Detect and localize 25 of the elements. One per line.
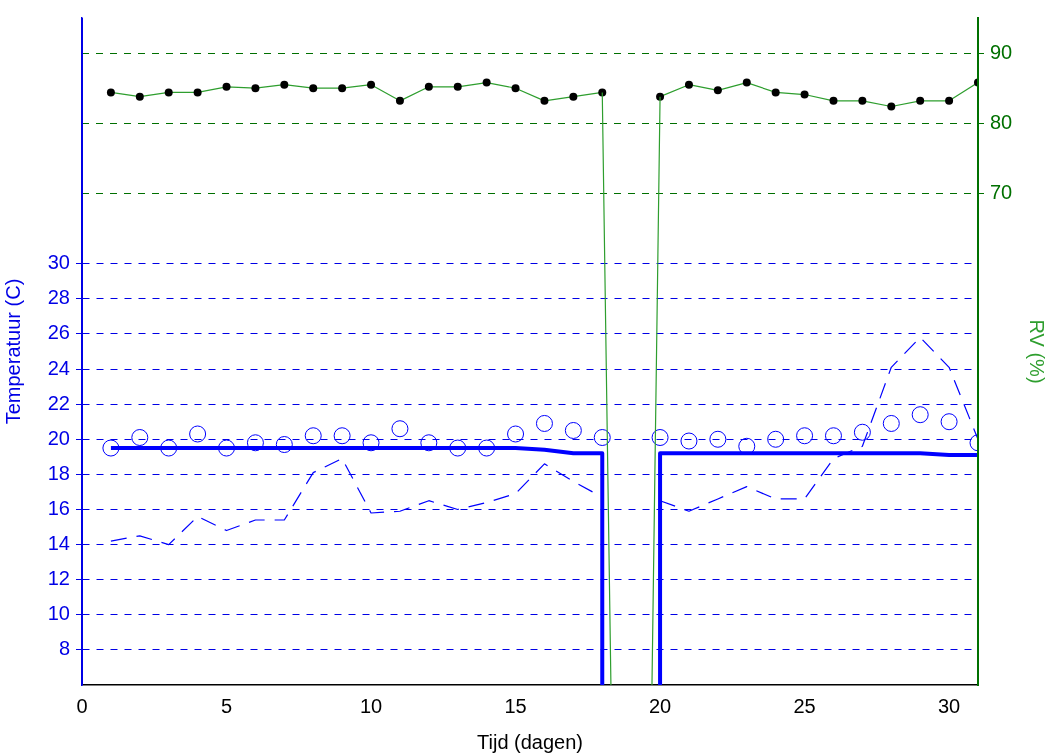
y-tick-label: 18 — [47, 461, 70, 484]
y-tick-label: 22 — [47, 391, 70, 414]
y-tick-label: 10 — [47, 602, 70, 625]
y2-tick-label: 80 — [990, 110, 1013, 133]
y-tick-label: 20 — [47, 426, 70, 449]
y-tick-label: 28 — [47, 286, 70, 309]
y2-tick-label: 90 — [990, 40, 1013, 63]
y2-tick-label: 70 — [990, 181, 1013, 204]
y-tick-label: 24 — [47, 356, 70, 379]
y-tick-label: 8 — [58, 637, 70, 660]
y-axis-title: Temperatuur (C) — [1, 278, 24, 425]
x-tick-label: 30 — [937, 694, 961, 717]
y-tick-label: 14 — [47, 532, 70, 555]
y2-axis-title: RV (%) — [1026, 319, 1049, 384]
x-axis-title: Tijd (dagen) — [477, 730, 583, 753]
x-tick-label: 15 — [504, 694, 527, 717]
y-tick-label: 16 — [47, 496, 70, 519]
x-tick-label: 0 — [76, 694, 88, 717]
y-tick-label: 26 — [47, 321, 70, 344]
x-tick-label: 10 — [359, 694, 383, 717]
y-tick-label: 30 — [47, 251, 70, 274]
x-tick-label: 25 — [793, 694, 816, 717]
y-tick-label: 12 — [47, 567, 70, 590]
x-tick-label: 5 — [220, 694, 233, 717]
x-tick-label: 20 — [648, 694, 672, 717]
